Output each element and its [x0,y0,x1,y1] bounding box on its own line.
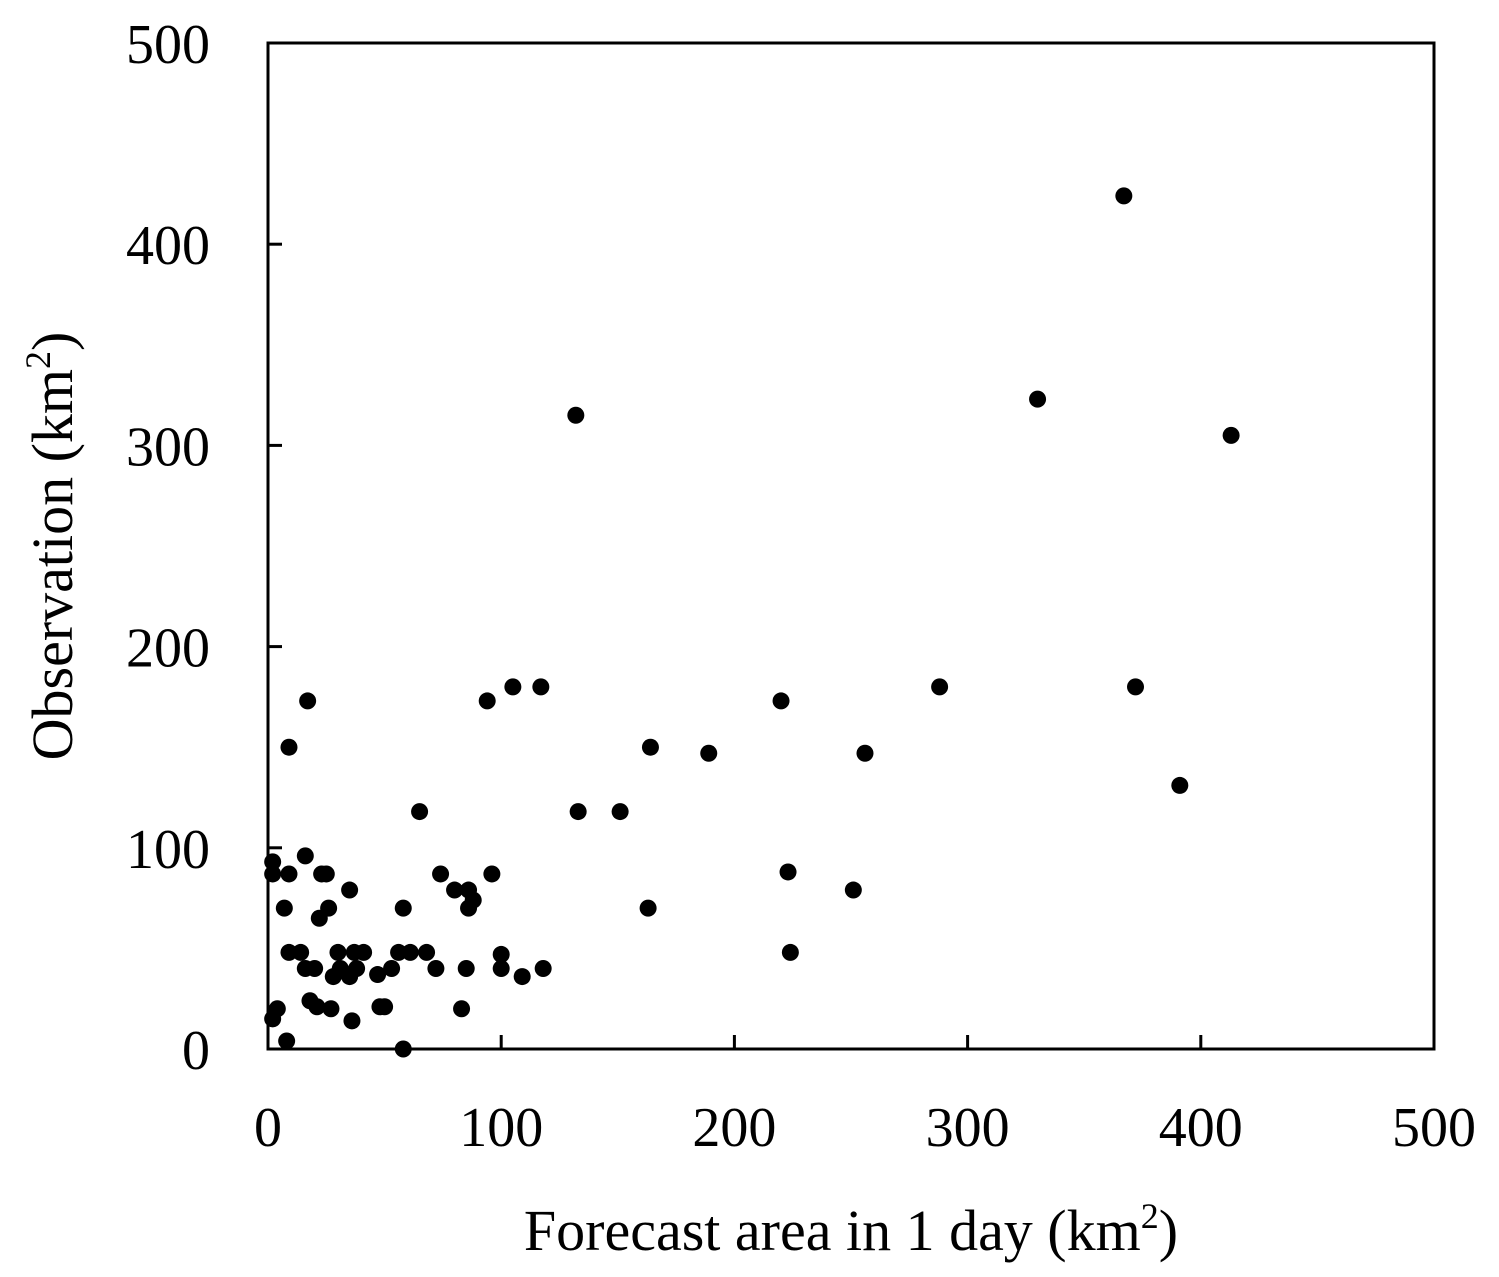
data-point [427,960,445,978]
data-point [278,1032,296,1050]
data-point [464,891,482,909]
data-point [483,865,501,883]
x-axis-title-end: ) [1159,1198,1178,1263]
data-point [432,865,450,883]
data-point [376,998,394,1016]
x-tick-label: 400 [1159,1097,1243,1159]
y-tick-label: 400 [126,215,210,277]
data-point [513,968,531,986]
data-point [779,863,797,881]
data-point [280,738,298,756]
data-point [296,847,314,865]
data-point [390,943,408,961]
data-point [369,966,387,984]
data-points [264,187,1240,1058]
data-point [394,1040,412,1058]
data-point [504,678,522,696]
data-point [418,943,436,961]
data-point [280,865,298,883]
data-point [700,744,718,762]
data-point [306,960,324,978]
data-point [446,881,464,899]
data-point [322,1000,340,1018]
data-point [329,943,347,961]
data-point [411,803,429,821]
data-point [534,960,552,978]
data-point [931,678,949,696]
y-tick-label: 200 [126,618,210,680]
data-point [478,692,496,710]
data-point [611,803,629,821]
x-axis-title-main: Forecast area in 1 day (km [524,1198,1141,1263]
data-point [299,692,317,710]
data-point [492,960,510,978]
data-point [1222,426,1240,444]
data-point [772,692,790,710]
data-point [844,881,862,899]
data-point [343,1012,361,1030]
x-axis-title: Forecast area in 1 day (km2) [524,1196,1178,1263]
y-tick-label: 300 [126,416,210,478]
data-point [308,998,326,1016]
y-tick-label: 100 [126,819,210,881]
data-point [532,678,550,696]
data-point [781,943,799,961]
data-point [457,960,475,978]
x-axis-title-superscript: 2 [1141,1196,1159,1236]
x-tick-label: 500 [1392,1097,1476,1159]
data-point [569,803,587,821]
data-point [320,899,338,917]
data-point [394,899,412,917]
y-tick-label: 0 [182,1020,210,1082]
data-point [264,853,282,871]
data-point [292,943,310,961]
data-point [1029,390,1047,408]
y-axis-title: Observation (km2) [18,332,85,761]
data-point [348,960,366,978]
x-tick-label: 0 [254,1097,282,1159]
x-axis-ticks: 0 100 200 300 400 500 [254,1035,1476,1159]
data-point [567,406,585,424]
data-point [639,899,657,917]
data-point [453,1000,471,1018]
data-point [280,943,298,961]
x-tick-label: 300 [926,1097,1010,1159]
y-axis-title-superscript: 2 [18,351,58,369]
data-point [641,738,659,756]
x-tick-label: 100 [459,1097,543,1159]
data-point [355,943,373,961]
y-tick-label: 500 [126,14,210,76]
x-tick-label: 200 [692,1097,776,1159]
data-point [1127,678,1145,696]
data-point [341,881,359,899]
data-point [401,943,419,961]
data-point [264,865,282,883]
y-axis-ticks: 0 100 200 300 400 500 [126,14,282,1082]
y-axis-title-main: Observation (km [20,369,85,760]
data-point [317,865,335,883]
y-axis-title-end: ) [20,332,85,351]
data-point [1115,187,1133,205]
data-point [1171,776,1189,794]
data-point [275,899,293,917]
data-point [856,744,874,762]
data-point [268,1000,286,1018]
data-point [492,945,510,963]
plot-area-frame [266,41,1436,1051]
data-point [383,960,401,978]
